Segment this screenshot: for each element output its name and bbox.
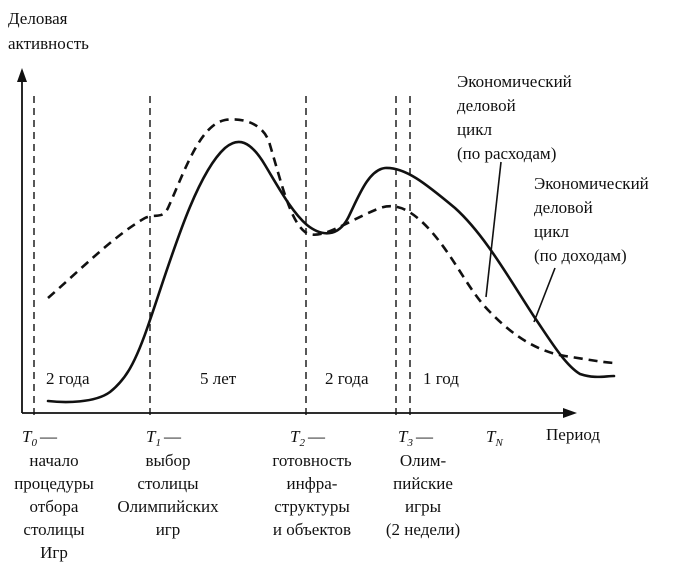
milestone-t0-desc-3: отбора: [30, 497, 79, 516]
expenditure-label-line3: цикл: [457, 120, 492, 139]
milestone-t3-desc-1: Олим-: [400, 451, 447, 470]
expenditure-label-line2: деловой: [457, 96, 516, 115]
milestone-t3-desc-4: (2 недели): [386, 520, 460, 539]
milestone-t0-marker: T0—: [22, 427, 58, 449]
income-label-line2: деловой: [534, 198, 593, 217]
milestone-t1-desc-4: игр: [156, 520, 181, 539]
milestone-t1-marker: T1—: [146, 427, 182, 449]
milestone-t2-marker: T2—: [290, 427, 326, 449]
milestone-tn-marker: TN: [486, 427, 503, 449]
y-axis-arrow: [17, 68, 27, 82]
income-label-pointer: [533, 267, 556, 323]
milestone-t2-desc-3: структуры: [274, 497, 350, 516]
milestone-t3-marker: T3—: [398, 427, 434, 449]
income-cycle-curve: [46, 140, 616, 404]
expenditure-label-line1: Экономический: [457, 72, 572, 91]
interval-label-2: 5 лет: [200, 369, 237, 388]
milestone-t3-desc-2: пийские: [393, 474, 453, 493]
expenditure-label-line4: (по расходам): [457, 144, 556, 163]
milestone-t0-desc-2: процедуры: [14, 474, 94, 493]
y-axis-label-line2: активность: [8, 34, 89, 53]
milestone-t0-desc-4: столицы: [23, 520, 85, 539]
milestone-t2-desc-2: инфра-: [287, 474, 338, 493]
interval-label-1: 2 года: [46, 369, 90, 388]
y-axis-label-line1: Деловая: [8, 9, 68, 28]
income-label-line1: Экономический: [534, 174, 649, 193]
milestone-t0-desc-5: Игр: [40, 543, 68, 562]
milestone-t2-desc-4: и объектов: [273, 520, 351, 539]
milestone-t1-desc-3: Олимпийских: [117, 497, 219, 516]
milestone-t1-desc-2: столицы: [137, 474, 199, 493]
income-label-line4: (по доходам): [534, 246, 627, 265]
x-axis-label: Период: [546, 425, 600, 444]
interval-label-3: 2 года: [325, 369, 369, 388]
milestone-t0-desc-1: начало: [29, 451, 78, 470]
income-label-line3: цикл: [534, 222, 569, 241]
milestone-t1-desc-1: выбор: [145, 451, 190, 470]
interval-label-4: 1 год: [423, 369, 459, 388]
expenditure-cycle-curve: [47, 118, 615, 365]
x-axis-arrow: [563, 408, 577, 418]
milestone-t2-desc-1: готовность: [272, 451, 352, 470]
milestone-t3-desc-3: игры: [405, 497, 442, 516]
expenditure-label-pointer: [485, 161, 502, 298]
